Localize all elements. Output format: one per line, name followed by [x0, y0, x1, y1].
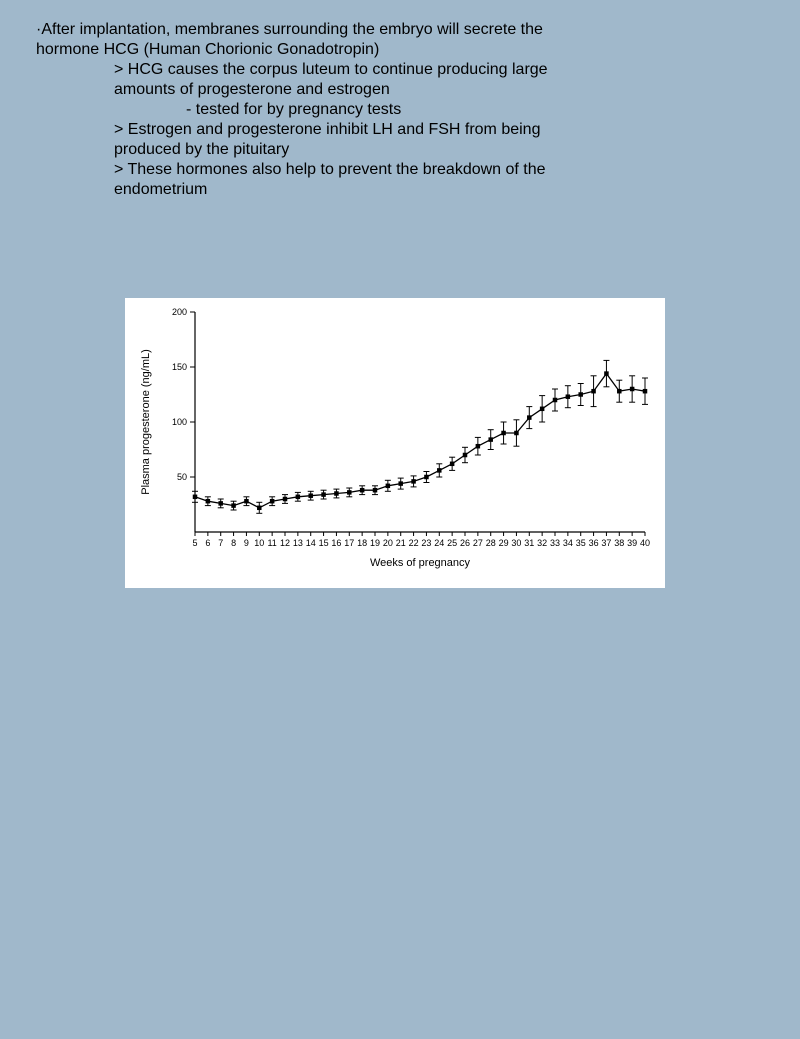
data-marker [528, 416, 532, 420]
x-tick-label: 11 [267, 538, 276, 548]
x-tick-label: 15 [319, 538, 329, 548]
line: hormone HCG (Human Chorionic Gonadotropi… [36, 40, 764, 60]
y-tick-label: 50 [177, 472, 187, 482]
data-marker [360, 488, 364, 492]
data-marker [348, 491, 352, 495]
data-marker [219, 502, 223, 506]
x-tick-label: 30 [511, 538, 521, 548]
data-marker [450, 462, 454, 466]
data-marker [425, 475, 429, 479]
x-axis-label: Weeks of pregnancy [370, 557, 471, 569]
data-marker [206, 499, 210, 503]
x-tick-label: 17 [344, 538, 354, 548]
line: - tested for by pregnancy tests [186, 100, 764, 120]
x-tick-label: 31 [524, 538, 534, 548]
line: > These hormones also help to prevent th… [114, 160, 764, 180]
line: > Estrogen and progesterone inhibit LH a… [114, 120, 764, 140]
data-marker [296, 495, 300, 499]
data-marker [605, 372, 609, 376]
x-tick-label: 18 [357, 538, 367, 548]
data-marker [193, 495, 197, 499]
x-tick-label: 35 [576, 538, 586, 548]
data-marker [283, 497, 287, 501]
x-tick-label: 39 [627, 538, 637, 548]
data-marker [399, 482, 403, 486]
data-marker [579, 393, 583, 397]
y-axis-label: Plasma progesterone (ng/mL) [140, 349, 152, 495]
line: amounts of progesterone and estrogen [114, 80, 764, 100]
x-tick-label: 37 [601, 538, 611, 548]
x-tick-label: 33 [550, 538, 560, 548]
y-tick-label: 150 [172, 362, 187, 372]
x-tick-label: 40 [640, 538, 650, 548]
line: ·After implantation, membranes surroundi… [36, 20, 764, 40]
x-tick-label: 34 [563, 538, 573, 548]
data-marker [643, 389, 647, 393]
x-tick-label: 36 [589, 538, 599, 548]
data-marker [618, 389, 622, 393]
x-tick-label: 22 [409, 538, 419, 548]
data-marker [335, 492, 339, 496]
data-marker [476, 444, 480, 448]
data-marker [270, 499, 274, 503]
data-marker [438, 469, 442, 473]
x-tick-label: 5 [192, 538, 197, 548]
data-marker [373, 488, 377, 492]
data-marker [245, 499, 249, 503]
data-marker [489, 438, 493, 442]
y-tick-label: 200 [172, 307, 187, 317]
data-marker [592, 389, 596, 393]
x-tick-label: 20 [383, 538, 393, 548]
data-marker [566, 395, 570, 399]
data-marker [232, 504, 236, 508]
data-line [195, 374, 645, 508]
x-tick-label: 19 [370, 538, 380, 548]
line: produced by the pituitary [114, 140, 764, 160]
data-marker [463, 453, 467, 457]
x-tick-label: 13 [293, 538, 303, 548]
chart-svg: 50 100 150 200 56789 1011 12131415161718192021… [125, 298, 665, 588]
x-tick-label: 29 [499, 538, 509, 548]
x-tick-label: 26 [460, 538, 470, 548]
data-marker [322, 493, 326, 497]
x-tick-label: 16 [331, 538, 341, 548]
slide: ·After implantation, membranes surroundi… [0, 0, 800, 1039]
x-tick-label: 8 [231, 538, 236, 548]
data-marker [515, 431, 519, 435]
x-tick-label: 24 [434, 538, 444, 548]
y-tick-label: 100 [172, 417, 187, 427]
line: endometrium [114, 180, 764, 200]
data-marker [309, 494, 313, 498]
x-tick-label: 25 [447, 538, 457, 548]
x-tick-label: 28 [486, 538, 496, 548]
x-tick-label: 9 [244, 538, 249, 548]
x-tick-label: 10 [254, 538, 264, 548]
progesterone-chart: 50 100 150 200 56789 1011 12131415161718192021… [125, 298, 665, 588]
x-tick-label: 27 [473, 538, 483, 548]
data-marker [553, 398, 557, 402]
x-tick-label: 23 [421, 538, 431, 548]
x-tick-label: 38 [614, 538, 624, 548]
data-marker [540, 407, 544, 411]
x-tick-label: 6 [205, 538, 210, 548]
data-marker [502, 431, 506, 435]
data-marker [258, 506, 262, 510]
line: > HCG causes the corpus luteum to contin… [114, 60, 764, 80]
data-marker [412, 480, 416, 484]
body-text: ·After implantation, membranes surroundi… [36, 20, 764, 200]
data-marker [630, 387, 634, 391]
x-tick-label: 12 [280, 538, 290, 548]
x-tick-label: 7 [218, 538, 223, 548]
x-tick-label: 32 [537, 538, 547, 548]
data-marker [386, 484, 390, 488]
x-tick-label: 21 [396, 538, 406, 548]
x-tick-label: 14 [306, 538, 316, 548]
